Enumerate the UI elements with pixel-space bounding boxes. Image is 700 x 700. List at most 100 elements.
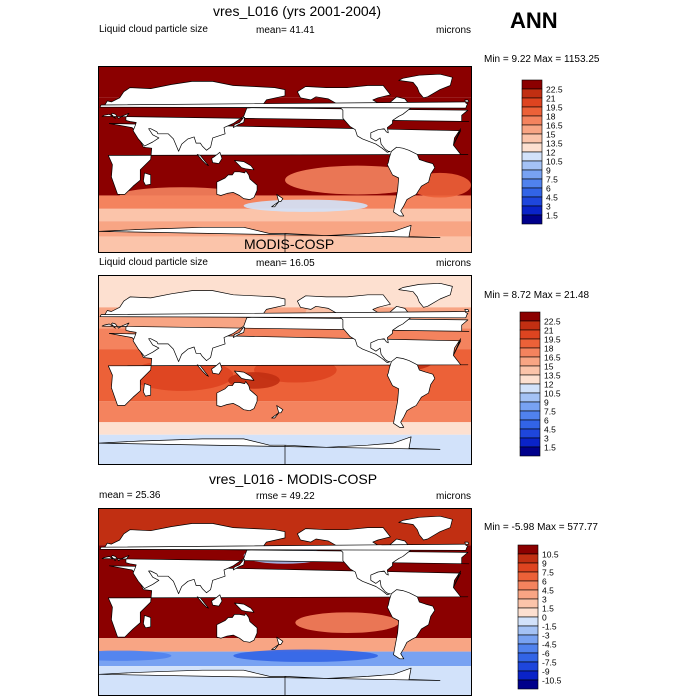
panel-2-colorbar-box bbox=[519, 329, 541, 340]
panel-2-field-band bbox=[99, 422, 471, 435]
panel-1-continent bbox=[101, 81, 470, 152]
panel-2-colorbar-box bbox=[519, 338, 541, 349]
panel-1-colorbar-box bbox=[521, 196, 543, 207]
panel-2-continent bbox=[196, 364, 209, 377]
panel-2-colorbar-box bbox=[519, 410, 541, 421]
panel-2-continent bbox=[234, 370, 255, 381]
panel-1-field-feature bbox=[119, 187, 244, 204]
panel-1-colorbar-tick: 18 bbox=[546, 112, 556, 122]
panel-3-colorbar-tick: 9 bbox=[542, 559, 547, 569]
panel-1-title: vres_L016 (yrs 2001-2004) bbox=[213, 3, 382, 19]
panel-3-continent bbox=[386, 589, 436, 660]
panel-2-colorbar-box bbox=[519, 401, 541, 412]
panel-2-variable-label: Liquid cloud particle size bbox=[99, 257, 208, 268]
panel-1-mean: mean= 41.41 bbox=[256, 25, 315, 36]
panel-2-minmax: Min = 8.72 Max = 21.48 bbox=[484, 290, 590, 301]
panel-2-colorbar: 22.5 21 19.5 18 16.5 15 13.5 12 10.5 9 7.5 6 4.5 3 1.5 bbox=[519, 311, 580, 458]
panel-2-colorbar-tick: 3 bbox=[544, 434, 549, 444]
panel-3-continent bbox=[271, 636, 284, 650]
panel-1-units: microns bbox=[436, 25, 472, 36]
panel-1-field-feature bbox=[243, 199, 368, 212]
panel-1-colorbar-box bbox=[521, 187, 543, 198]
panel-3-colorbar-tick: 1.5 bbox=[542, 604, 554, 614]
panel-1-colorbar-box bbox=[521, 97, 543, 108]
panel-1-colorbar-tick: 22.5 bbox=[546, 85, 563, 95]
panel-2-colorbar-box bbox=[519, 446, 541, 457]
panel-3-colorbar-tick: -3 bbox=[542, 631, 550, 641]
panel-2-colorbar-box bbox=[519, 356, 541, 367]
panel-1-continent bbox=[216, 170, 258, 200]
panel-3-colorbar-box bbox=[517, 616, 539, 627]
panel-3-colorbar-tick: -9 bbox=[542, 667, 550, 677]
panel-2-colorbar-box bbox=[519, 311, 541, 322]
panel-3-continent bbox=[211, 594, 223, 607]
panel-1-continent bbox=[211, 151, 223, 164]
panel-2-colorbar-tick: 21 bbox=[544, 326, 554, 336]
panel-3-colorbar-box bbox=[517, 580, 539, 591]
panel-2-colorbar-tick: 7.5 bbox=[544, 407, 556, 417]
panel-3-colorbar: 10.5 9 7.5 6 4.5 3 1.5 0 -1.5 -3 -4.5 -6 -7.5 -9 -10.5 bbox=[517, 544, 578, 691]
panel-2-continent bbox=[386, 357, 436, 428]
panel-2-title: MODIS-COSP bbox=[244, 236, 335, 252]
panel-1-continent bbox=[99, 99, 470, 109]
panel-2-continent bbox=[216, 381, 258, 412]
panel-2-colorbar-tick: 18 bbox=[544, 344, 554, 354]
panel-3-field-feature bbox=[295, 612, 399, 633]
panel-1-colorbar-box bbox=[521, 214, 543, 225]
panel-1-continent bbox=[196, 154, 209, 167]
panel-2-colorbar-box bbox=[519, 374, 541, 385]
panel-3-title: vres_L016 - MODIS-COSP bbox=[209, 471, 378, 487]
panel-3-colorbar-box bbox=[517, 553, 539, 564]
panel-1-colorbar-tick: 13.5 bbox=[546, 139, 563, 149]
panel-1-continent bbox=[232, 117, 246, 128]
panel-2-colorbar-box bbox=[519, 428, 541, 439]
panel-3-continent bbox=[99, 667, 441, 695]
panel-1-colorbar-tick: 4.5 bbox=[546, 193, 558, 203]
panel-2-continent bbox=[211, 362, 223, 375]
panel-2-colorbar-tick: 1.5 bbox=[544, 443, 556, 453]
panel-3-continent bbox=[99, 541, 470, 551]
panel-3-colorbar-tick: -10.5 bbox=[542, 676, 562, 686]
panel-3-colorbar-box bbox=[517, 598, 539, 609]
panel-1-variable-label: Liquid cloud particle size bbox=[99, 24, 208, 35]
panel-1-colorbar-box bbox=[521, 178, 543, 189]
panel-1-colorbar-tick: 19.5 bbox=[546, 103, 563, 113]
panel-3-colorbar-tick: 6 bbox=[542, 577, 547, 587]
panel-3-colorbar-box bbox=[517, 652, 539, 663]
panel-3-colorbar-tick: -7.5 bbox=[542, 658, 557, 668]
panel-2-continent bbox=[99, 309, 470, 319]
panel-3-colorbar-box bbox=[517, 643, 539, 654]
panel-1-map bbox=[98, 66, 472, 253]
panel-3-continent bbox=[101, 523, 470, 595]
panel-2-units: microns bbox=[436, 258, 472, 269]
panel-2-colorbar-box bbox=[519, 392, 541, 403]
panel-1-continent bbox=[143, 172, 152, 186]
panel-1-colorbar-box bbox=[521, 79, 543, 90]
panel-3-colorbar-box bbox=[517, 544, 539, 555]
panel-2-colorbar-box bbox=[519, 365, 541, 376]
panel-2-map bbox=[98, 275, 472, 465]
panel-1-colorbar-tick: 7.5 bbox=[546, 175, 558, 185]
panel-3-continent bbox=[232, 559, 246, 571]
panel-2-colorbar-tick: 22.5 bbox=[544, 317, 561, 327]
panel-2-continent bbox=[297, 294, 414, 364]
panel-3-colorbar-tick: 3 bbox=[542, 595, 547, 605]
panel-2-colorbar-tick: 16.5 bbox=[544, 353, 561, 363]
panel-3-colorbar-tick: -4.5 bbox=[542, 640, 557, 650]
panel-2-colorbar-box bbox=[519, 347, 541, 358]
panel-2-colorbar-tick: 13.5 bbox=[544, 371, 561, 381]
panel-3-field-band bbox=[99, 638, 471, 652]
panel-2-colorbar-tick: 19.5 bbox=[544, 335, 561, 345]
panel-3-colorbar-tick: 0 bbox=[542, 613, 547, 623]
panel-1-colorbar-box bbox=[521, 133, 543, 144]
panel-3-colorbar-tick: -1.5 bbox=[542, 622, 557, 632]
panel-3-colorbar-box bbox=[517, 571, 539, 582]
panel-1-colorbar-box bbox=[521, 160, 543, 171]
panel-3-field-feature bbox=[233, 649, 378, 662]
panel-2-continent bbox=[398, 282, 453, 308]
season-label: ANN bbox=[510, 8, 558, 33]
panel-1-colorbar-tick: 3 bbox=[546, 202, 551, 212]
panel-1-colorbar-tick: 1.5 bbox=[546, 211, 558, 221]
panel-3-rmse: rmse = 49.22 bbox=[256, 491, 315, 502]
panel-1-continent bbox=[234, 160, 255, 171]
